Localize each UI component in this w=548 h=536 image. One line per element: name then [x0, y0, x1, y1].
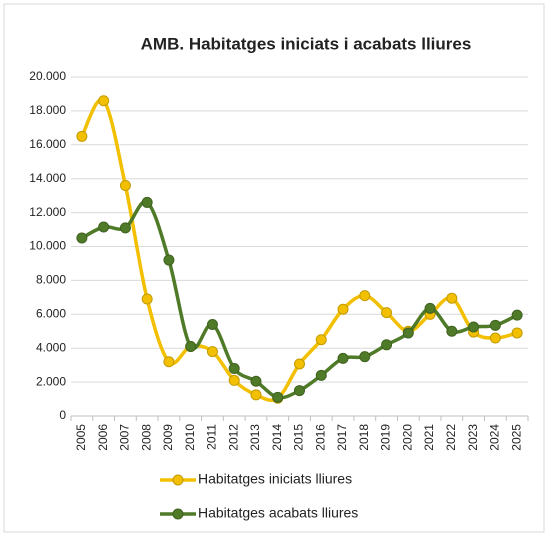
- y-tick-label: 10.000: [29, 239, 66, 253]
- point: [141, 293, 153, 305]
- y-tick-label: 14.000: [29, 171, 66, 185]
- point: [489, 319, 501, 331]
- x-tick-label: 2012: [226, 424, 240, 451]
- point: [206, 318, 218, 330]
- x-tick-label: 2020: [400, 424, 414, 451]
- point: [98, 221, 110, 233]
- point: [381, 307, 393, 319]
- point: [141, 196, 153, 208]
- x-tick-label: 2023: [466, 424, 480, 451]
- y-tick-label: 0: [59, 408, 66, 422]
- x-tick-label: 2008: [139, 424, 153, 451]
- x-tick-label: 2014: [270, 424, 284, 451]
- point: [163, 254, 175, 266]
- x-tick-label: 2011: [205, 424, 219, 450]
- y-tick-label: 16.000: [29, 137, 66, 151]
- point: [337, 352, 349, 364]
- point: [98, 95, 110, 107]
- point: [315, 369, 327, 381]
- point: [294, 385, 305, 397]
- point: [119, 179, 131, 191]
- y-tick-label: 12.000: [29, 205, 66, 219]
- point: [250, 389, 262, 401]
- point: [119, 222, 131, 234]
- point: [489, 332, 501, 344]
- y-tick-label: 2.000: [36, 374, 66, 388]
- point: [250, 375, 262, 387]
- point: [76, 232, 88, 244]
- point: [294, 358, 305, 370]
- legend-marker: [172, 474, 184, 486]
- point: [206, 346, 218, 358]
- legend-label: Habitatges acabats lliures: [198, 505, 358, 521]
- x-tick-label: 2013: [248, 424, 262, 451]
- chart-frame: [3, 3, 545, 533]
- point: [381, 339, 393, 351]
- x-tick-label: 2017: [335, 424, 349, 451]
- point: [511, 309, 523, 321]
- y-tick-label: 18.000: [29, 103, 66, 117]
- point: [228, 374, 240, 386]
- y-tick-label: 4.000: [36, 340, 66, 354]
- chart-title: AMB. Habitatges iniciats i acabats lliur…: [141, 34, 472, 53]
- x-tick-label: 2019: [379, 424, 393, 451]
- x-tick-label: 2024: [488, 424, 502, 451]
- point: [359, 290, 371, 302]
- point: [163, 356, 175, 368]
- x-tick-label: 2025: [509, 424, 523, 451]
- y-tick-label: 6.000: [36, 306, 66, 320]
- y-tick-label: 8.000: [36, 273, 66, 287]
- point: [402, 327, 414, 339]
- point: [511, 327, 523, 339]
- legend-marker: [172, 508, 184, 520]
- legend-label: Habitatges iniciats lliures: [198, 471, 352, 487]
- x-tick-label: 2018: [357, 424, 371, 451]
- point: [424, 302, 436, 314]
- x-tick-label: 2015: [292, 424, 306, 451]
- point: [76, 130, 88, 142]
- point: [315, 334, 327, 346]
- point: [446, 292, 458, 304]
- x-tick-label: 2009: [161, 424, 175, 451]
- x-tick-label: 2007: [118, 424, 132, 451]
- x-tick-label: 2005: [74, 424, 88, 451]
- point: [468, 321, 480, 333]
- x-tick-label: 2021: [422, 424, 436, 451]
- x-tick-label: 2010: [183, 424, 197, 451]
- point: [337, 303, 349, 315]
- point: [185, 341, 197, 353]
- x-tick-label: 2022: [444, 424, 458, 451]
- point: [228, 363, 240, 375]
- point: [272, 391, 284, 403]
- y-tick-label: 20.000: [29, 69, 66, 83]
- x-tick-label: 2006: [96, 424, 110, 451]
- x-tick-label: 2016: [313, 424, 327, 451]
- point: [446, 325, 458, 337]
- point: [359, 351, 371, 363]
